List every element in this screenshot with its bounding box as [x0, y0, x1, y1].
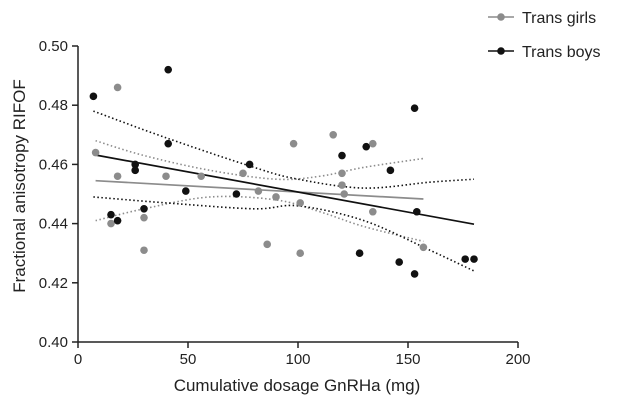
legend-swatch-marker — [497, 47, 505, 55]
trans-boys-point — [470, 255, 478, 263]
y-tick-label: 0.48 — [39, 97, 68, 114]
trans-boys-point — [410, 270, 419, 278]
trans-girls-point — [338, 169, 346, 178]
trans-boys-point — [413, 207, 421, 216]
legend-item-trans-girls: Trans girls — [488, 10, 596, 27]
trans-boys-point — [410, 104, 419, 112]
trans-girls-point — [197, 172, 205, 181]
trans-boys-point — [245, 160, 254, 169]
trans-boys-point — [355, 249, 364, 257]
legend: Trans girls Trans boys — [488, 10, 601, 61]
y-tick-label: 0.50 — [39, 38, 68, 55]
trans-girls-point — [140, 213, 148, 222]
trans-boys-ci-upper — [93, 110, 475, 189]
trans-boys-point — [232, 190, 241, 198]
x-tick-label: 0 — [74, 351, 82, 368]
y-tick-label: 0.42 — [39, 275, 68, 292]
y-ticks: 0.40 0.42 0.44 0.46 0.48 0.50 — [39, 38, 78, 351]
trans-girls-point — [369, 207, 377, 216]
trans-girls-point — [289, 139, 298, 148]
y-tick-label: 0.44 — [39, 216, 68, 233]
y-tick-label: 0.46 — [39, 156, 68, 173]
trans-boys-point — [182, 187, 190, 195]
trans-boys-point — [461, 255, 470, 263]
trans-boys-point — [131, 160, 139, 169]
trans-girls-point — [113, 83, 122, 92]
trans-girls-point — [338, 181, 346, 189]
trans-girls-point — [340, 190, 349, 198]
trans-girls-point — [254, 187, 263, 195]
trans-boys-point — [140, 205, 148, 213]
trans-girls-point — [263, 240, 272, 249]
x-tick-label: 100 — [285, 351, 310, 368]
x-tick-label: 150 — [395, 351, 420, 368]
data-points — [89, 65, 478, 278]
trans-girls-point — [272, 193, 280, 201]
legend-label-trans-girls: Trans girls — [522, 10, 596, 27]
trans-girls-point — [91, 148, 100, 157]
trans-boys-point — [113, 216, 122, 225]
trans-girls-point — [296, 249, 305, 257]
x-ticks: 0 50 100 150 200 — [74, 342, 531, 368]
trans-boys-point — [131, 166, 139, 175]
trans-girls-point — [329, 131, 338, 139]
trans-girls-point — [419, 243, 428, 252]
trans-boys-point — [338, 151, 346, 160]
trans-boys-point — [362, 142, 371, 151]
trans-boys-point — [164, 65, 172, 74]
trans-girls-point — [113, 172, 122, 181]
y-axis-label: Fractional anisotropy RIFOF — [10, 79, 29, 293]
legend-label-trans-boys: Trans boys — [522, 44, 601, 61]
x-tick-label: 200 — [505, 351, 530, 368]
legend-item-trans-boys: Trans boys — [488, 44, 601, 61]
legend-swatch-marker — [497, 13, 505, 21]
trans-girls-point — [162, 172, 170, 181]
trans-girls-point — [140, 246, 148, 255]
x-axis-label: Cumulative dosage GnRHa (mg) — [174, 376, 421, 395]
trans-boys-point — [89, 92, 98, 101]
axes: 0.40 0.42 0.44 0.46 0.48 0.50 0 50 100 150 200 — [39, 38, 531, 368]
trans-girls-point — [107, 219, 115, 228]
trans-girls-point — [296, 199, 305, 207]
trans-boys-point — [164, 139, 172, 148]
y-tick-label: 0.40 — [39, 334, 68, 351]
x-tick-label: 50 — [180, 351, 197, 368]
trans-boys-point — [107, 210, 115, 219]
trans-girls-point — [369, 139, 377, 148]
trans-girls-ci-upper — [95, 139, 424, 181]
trans-girls-point — [239, 169, 247, 178]
trans-boys-point — [395, 258, 404, 266]
trans-boys-point — [386, 166, 395, 175]
trans-boys-regression-line — [93, 153, 475, 226]
